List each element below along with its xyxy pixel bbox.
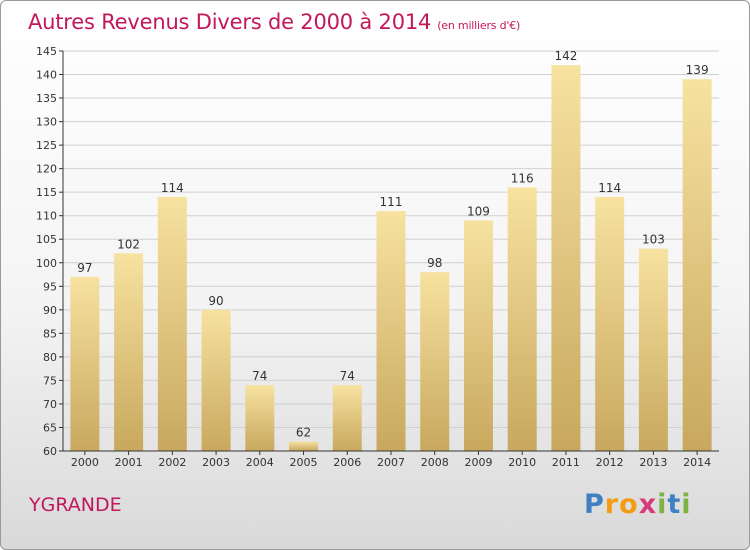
- y-tick-label: 85: [43, 327, 57, 340]
- logo-letter: r: [604, 489, 620, 520]
- y-tick-label: 145: [36, 45, 57, 58]
- x-tick-label: 2013: [639, 456, 667, 469]
- value-label: 102: [117, 237, 140, 251]
- x-tick-label: 2011: [552, 456, 580, 469]
- y-tick-label: 125: [36, 139, 57, 152]
- bar: [245, 385, 275, 451]
- bar: [376, 211, 406, 451]
- chart-title: Autres Revenus Divers de 2000 à 2014 (en …: [28, 10, 520, 34]
- logo-letter: i: [681, 489, 692, 520]
- bar: [201, 309, 231, 451]
- bar: [507, 187, 537, 451]
- y-tick-label: 130: [36, 116, 57, 129]
- y-tick-label: 140: [36, 69, 57, 82]
- bars: [70, 65, 712, 451]
- y-tick-label: 75: [43, 374, 57, 387]
- y-tick-label: 60: [43, 445, 57, 458]
- bar: [595, 196, 625, 451]
- value-label: 139: [686, 63, 709, 77]
- x-tick-label: 2006: [333, 456, 361, 469]
- y-tick-label: 80: [43, 351, 57, 364]
- value-label: 116: [511, 171, 534, 185]
- value-label: 98: [427, 256, 442, 270]
- x-tick-label: 2014: [683, 456, 711, 469]
- y-tick-label: 65: [43, 421, 57, 434]
- y-tick-label: 120: [36, 163, 57, 176]
- x-tick-label: 2000: [71, 456, 99, 469]
- x-tick-label: 2008: [421, 456, 449, 469]
- x-tick-label: 2005: [290, 456, 318, 469]
- value-label: 74: [340, 369, 355, 383]
- x-tick-label: 2003: [202, 456, 230, 469]
- value-label: 97: [77, 261, 92, 275]
- y-tick-label: 105: [36, 233, 57, 246]
- value-label: 74: [252, 369, 267, 383]
- bar: [332, 385, 362, 451]
- axes: 60 65 70 75 80 85 90 95 100 105 110 115 120 125 130 135…: [36, 45, 719, 469]
- value-labels: 97 102 114 90 74 62 74 111 98 109 116 142 114 103 139: [77, 49, 708, 439]
- bar: [70, 276, 100, 451]
- y-tick-label: 115: [36, 186, 57, 199]
- logo-letter: o: [619, 489, 639, 520]
- x-tick-label: 2002: [158, 456, 186, 469]
- chart-title-main: Autres Revenus Divers de 2000 à 2014: [28, 10, 432, 34]
- y-tick-label: 135: [36, 92, 57, 105]
- bar: [682, 79, 712, 451]
- value-label: 103: [642, 233, 665, 247]
- y-tick-label: 70: [43, 398, 57, 411]
- bar: [551, 65, 581, 451]
- proxiti-logo: Proxiti: [584, 489, 692, 520]
- x-tick-label: 2004: [246, 456, 274, 469]
- value-label: 90: [208, 294, 223, 308]
- chart-title-unit: (en milliers d'€): [437, 19, 521, 32]
- x-tick-label: 2007: [377, 456, 405, 469]
- logo-letter: P: [584, 489, 605, 520]
- x-tick-label: 2012: [596, 456, 624, 469]
- x-tick-label: 2010: [508, 456, 536, 469]
- bar: [463, 220, 493, 451]
- bar: [114, 253, 144, 451]
- y-tick-label: 110: [36, 210, 57, 223]
- bar: [289, 441, 319, 451]
- value-label: 142: [554, 49, 577, 63]
- logo-letter: t: [667, 489, 682, 520]
- bar: [420, 272, 450, 451]
- value-label: 111: [380, 195, 403, 209]
- y-tick-label: 95: [43, 280, 57, 293]
- value-label: 114: [598, 181, 621, 195]
- logo-letter: x: [638, 489, 658, 520]
- value-label: 114: [161, 181, 184, 195]
- x-tick-label: 2009: [464, 456, 492, 469]
- bar: [638, 248, 668, 451]
- logo-letter: i: [657, 489, 668, 520]
- value-label: 62: [296, 426, 311, 440]
- y-tick-label: 100: [36, 257, 57, 270]
- place-name: YGRANDE: [29, 494, 122, 516]
- value-label: 109: [467, 204, 490, 218]
- bar: [157, 196, 187, 451]
- y-tick-label: 90: [43, 304, 57, 317]
- x-tick-label: 2001: [115, 456, 143, 469]
